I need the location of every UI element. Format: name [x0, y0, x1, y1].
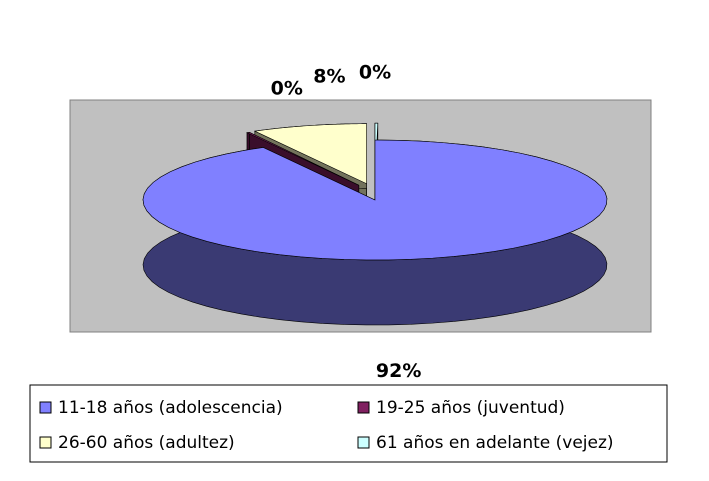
pie: 0% 8% 0% 92%: [142, 62, 608, 382]
data-label: 8%: [313, 66, 345, 88]
legend-swatch: [357, 436, 370, 449]
slice: [246, 132, 359, 186]
legend-label: 61 años en adelante (vejez): [376, 433, 614, 453]
legend-swatch: [39, 401, 52, 414]
data-label: 0%: [359, 62, 391, 84]
data-label: 0%: [271, 77, 303, 99]
data-label: 92%: [376, 360, 421, 382]
legend-label: 11-18 años (adolescencia): [58, 398, 283, 418]
legend-label: 19-25 años (juventud): [376, 398, 565, 418]
legend-swatch: [357, 401, 370, 414]
slice: [142, 139, 608, 261]
legend-swatch: [39, 436, 52, 449]
slice: [253, 123, 367, 185]
legend-box: [29, 384, 668, 463]
legend-label: 26-60 años (adultez): [58, 433, 235, 453]
legend: 11-18 años (adolescencia) 19-25 años (juv…: [39, 398, 614, 453]
